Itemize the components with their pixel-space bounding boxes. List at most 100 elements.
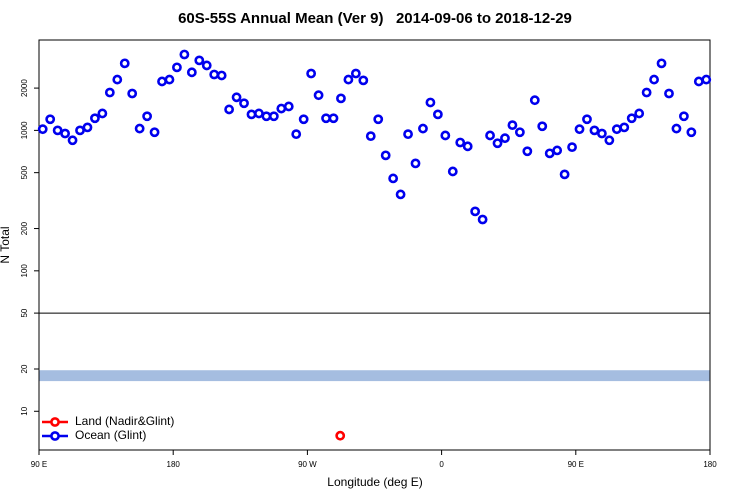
data-point xyxy=(328,113,339,124)
data-point xyxy=(395,189,406,200)
data-point xyxy=(104,87,115,98)
y-tick-label: 2000 xyxy=(20,79,29,97)
data-point xyxy=(343,74,354,85)
y-tick-label: 200 xyxy=(20,221,29,235)
data-point xyxy=(365,131,376,142)
y-tick-label: 10 xyxy=(20,406,29,415)
data-point xyxy=(589,125,600,136)
data-point xyxy=(172,62,182,73)
data-point xyxy=(306,68,317,79)
x-tick-label: 180 xyxy=(167,460,181,469)
data-point xyxy=(693,76,704,87)
data-point xyxy=(209,69,220,80)
data-point xyxy=(246,109,257,120)
data-point xyxy=(37,124,48,135)
data-point xyxy=(537,121,548,132)
data-point xyxy=(567,142,577,153)
data-point xyxy=(194,55,205,66)
data-point xyxy=(283,101,294,112)
data-point xyxy=(470,206,481,217)
data-point xyxy=(373,114,384,125)
data-point xyxy=(507,120,518,131)
y-tick-label: 500 xyxy=(20,165,29,179)
data-point xyxy=(485,130,495,141)
data-point xyxy=(492,138,503,149)
data-point xyxy=(186,67,197,78)
legend-marker xyxy=(50,431,60,441)
y-tick-label: 50 xyxy=(20,308,29,317)
data-point xyxy=(649,74,659,85)
data-point xyxy=(157,76,167,87)
data-point xyxy=(201,60,212,71)
data-point xyxy=(52,125,63,136)
x-tick-label: 0 xyxy=(439,460,444,469)
x-tick-label: 90 W xyxy=(298,460,317,469)
data-point xyxy=(268,111,279,122)
data-point xyxy=(544,148,555,159)
data-point xyxy=(686,127,697,138)
data-point xyxy=(477,214,488,225)
data-point xyxy=(440,130,451,141)
data-point xyxy=(261,111,272,122)
data-point xyxy=(656,58,667,69)
data-point xyxy=(514,127,525,138)
data-point xyxy=(313,90,324,101)
y-tick-label: 20 xyxy=(20,364,29,373)
data-point xyxy=(604,135,615,146)
data-point xyxy=(224,104,235,115)
data-point xyxy=(619,122,630,133)
plot-frame xyxy=(38,39,711,451)
data-point xyxy=(626,113,637,124)
data-point xyxy=(522,146,533,157)
data-point xyxy=(671,123,682,134)
data-point xyxy=(149,127,160,138)
data-point xyxy=(611,124,622,135)
data-point xyxy=(254,108,264,119)
data-point xyxy=(425,97,436,108)
x-tick-label: 90 E xyxy=(568,460,584,469)
data-point xyxy=(574,124,585,135)
data-point xyxy=(455,137,466,148)
data-point xyxy=(358,75,369,86)
data-point xyxy=(142,111,153,122)
x-tick-label: 180 xyxy=(703,460,717,469)
data-point xyxy=(529,95,540,106)
data-point xyxy=(119,58,130,69)
data-point xyxy=(462,141,473,152)
legend-marker xyxy=(50,417,60,427)
data-point xyxy=(90,113,100,124)
data-point xyxy=(239,98,249,109)
data-point xyxy=(179,49,190,60)
data-point xyxy=(664,88,674,99)
data-point xyxy=(596,128,607,139)
data-point xyxy=(350,68,361,79)
data-point xyxy=(380,150,391,161)
data-point xyxy=(67,135,78,146)
data-point xyxy=(97,108,108,119)
data-point xyxy=(582,114,592,125)
data-point xyxy=(321,113,331,124)
data-point xyxy=(127,88,138,99)
x-tick-label: 90 E xyxy=(31,460,47,469)
data-point xyxy=(552,145,563,156)
data-point xyxy=(335,430,346,441)
data-point xyxy=(60,128,70,139)
data-point xyxy=(500,133,510,144)
data-point xyxy=(432,109,443,120)
data-point xyxy=(298,114,309,125)
data-point xyxy=(164,74,175,85)
reference-band xyxy=(39,370,710,382)
data-point xyxy=(403,129,413,140)
data-point xyxy=(75,125,85,136)
data-point xyxy=(559,169,570,180)
y-axis-label: N Total xyxy=(0,226,12,263)
data-point xyxy=(634,108,645,119)
data-point xyxy=(82,122,93,133)
data-point xyxy=(276,103,287,114)
data-point xyxy=(388,173,399,184)
data-point xyxy=(45,114,56,125)
y-tick-label: 1000 xyxy=(20,121,29,139)
data-point xyxy=(410,158,421,169)
data-point xyxy=(418,123,428,134)
data-point xyxy=(447,166,458,177)
